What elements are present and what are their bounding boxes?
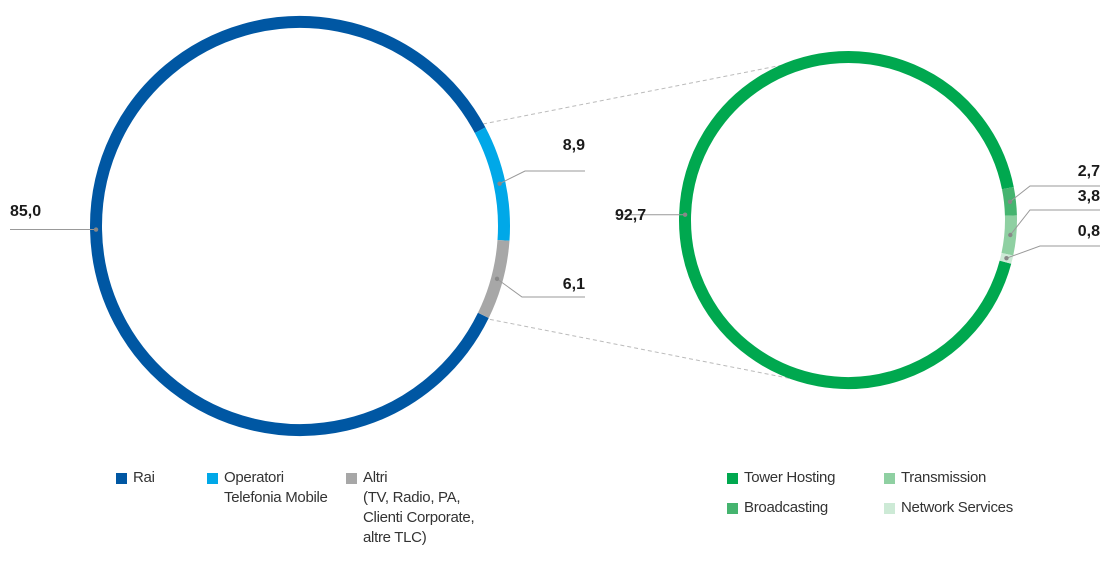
legend-label: Broadcasting xyxy=(744,499,828,516)
value-label: 8,9 xyxy=(563,137,585,154)
value-label: 3,8 xyxy=(1078,188,1100,205)
donut-segment xyxy=(477,239,510,319)
legend-label: Altri (TV, Radio, PA, Clienti Corporate,… xyxy=(363,469,475,546)
donut-segment xyxy=(679,51,1014,389)
legend-swatch xyxy=(207,473,218,484)
connector xyxy=(482,317,809,383)
leader-dot xyxy=(93,227,99,232)
leader-dot xyxy=(682,212,688,217)
legend-label: Operatori Telefonia Mobile xyxy=(224,469,328,506)
leader-line xyxy=(496,278,585,298)
leader-line xyxy=(499,170,585,185)
legend-swatch xyxy=(884,473,895,484)
leader-dot xyxy=(1007,199,1013,204)
leader-line xyxy=(1009,209,1100,236)
leader-dot xyxy=(494,276,500,282)
connector xyxy=(482,59,809,125)
legend-swatch xyxy=(884,503,895,514)
value-label: 2,7 xyxy=(1078,163,1100,180)
legend-swatch xyxy=(116,473,127,484)
value-label: 85,0 xyxy=(10,203,41,220)
legend-label: Tower Hosting xyxy=(744,469,836,486)
value-label: 0,8 xyxy=(1078,223,1100,240)
legend-swatch xyxy=(727,473,738,484)
legend-label: Rai xyxy=(133,469,155,486)
legend-label: Network Services xyxy=(901,499,1013,516)
legend-label: Transmission xyxy=(901,469,987,486)
leader-dot xyxy=(1008,232,1013,238)
leader-dot xyxy=(1004,256,1009,261)
value-label: 6,1 xyxy=(563,276,585,293)
leader-dot xyxy=(497,181,502,186)
leader-line xyxy=(1009,185,1100,203)
legend-swatch xyxy=(346,473,357,484)
donut-segment xyxy=(90,16,489,436)
value-label: 92,7 xyxy=(615,207,646,224)
leader-line xyxy=(1006,245,1100,259)
legend-swatch xyxy=(727,503,738,514)
